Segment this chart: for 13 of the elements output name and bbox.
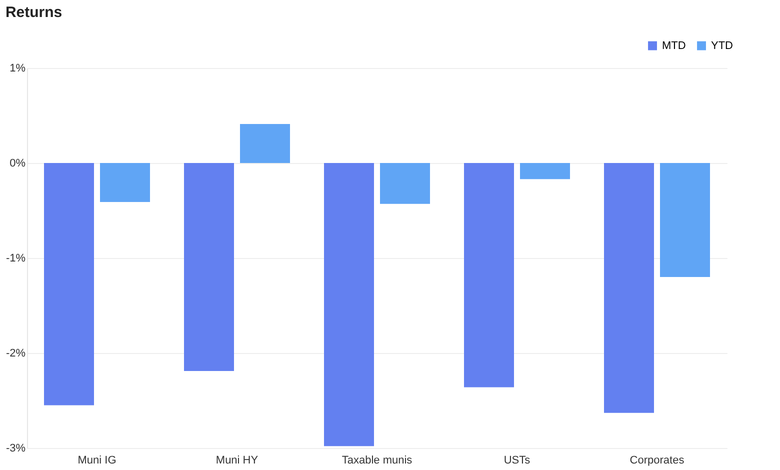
chart-title: Returns bbox=[5, 4, 62, 21]
x-tick-label: Muni HY bbox=[216, 454, 259, 466]
y-tick-label: -1% bbox=[6, 252, 26, 264]
x-tick-label: USTs bbox=[504, 454, 531, 466]
legend-label: MTD bbox=[662, 40, 686, 52]
x-tick-label: Corporates bbox=[630, 454, 685, 466]
x-tick-label: Muni IG bbox=[78, 454, 116, 466]
y-tick-label: 0% bbox=[10, 158, 26, 170]
y-tick-label: -3% bbox=[6, 442, 26, 454]
y-tick-label: 1% bbox=[10, 62, 26, 74]
x-tick-label: Taxable munis bbox=[342, 454, 413, 466]
y-tick-label: -2% bbox=[6, 348, 26, 360]
legend-label: YTD bbox=[711, 40, 734, 52]
